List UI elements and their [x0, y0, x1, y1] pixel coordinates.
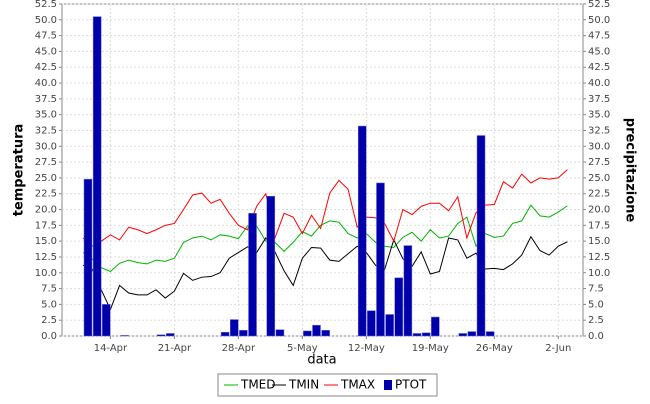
bar — [92, 16, 102, 337]
y-tick-label: 42.5 — [35, 62, 57, 73]
y-tick-label: 25.0 — [35, 173, 57, 184]
y2-tick-label: 27.5 — [588, 157, 610, 168]
y2-tick-label: 15.0 — [588, 236, 610, 247]
x-axis-label: data — [307, 353, 336, 368]
bar — [303, 330, 312, 337]
bar — [485, 331, 495, 337]
x-tick-label: 14-Apr — [94, 343, 128, 354]
y-tick-label: 17.5 — [35, 220, 57, 231]
y2-tick-label: 22.5 — [588, 189, 610, 200]
bar — [357, 125, 367, 337]
y-tick-label: 47.5 — [35, 31, 57, 42]
line-2 — [82, 169, 568, 247]
y2-axis-label: precipitazione — [623, 118, 638, 223]
x-tick-label: 2-Jun — [545, 343, 571, 354]
bar — [431, 316, 440, 337]
bar — [367, 310, 376, 337]
y-tick-label: 45.0 — [35, 46, 57, 57]
y-tick-label: 32.5 — [35, 125, 57, 136]
y-tick-label: 40.0 — [35, 78, 57, 89]
line-1 — [82, 235, 568, 311]
x-tick-label: 21-Apr — [158, 343, 192, 354]
y2-tick-label: 32.5 — [588, 125, 610, 136]
bar — [102, 304, 111, 337]
bar — [166, 333, 175, 337]
bar — [421, 332, 431, 337]
y2-tick-label: 12.5 — [588, 252, 610, 263]
bar — [229, 319, 239, 337]
bar — [275, 329, 285, 337]
y-tick-label: 7.5 — [41, 284, 57, 295]
bar — [412, 333, 422, 337]
y2-tick-label: 40.0 — [588, 78, 610, 89]
bar — [312, 324, 321, 337]
y-tick-label: 30.0 — [35, 141, 57, 152]
y-tick-label: 0.0 — [41, 331, 57, 342]
y2-tick-label: 47.5 — [588, 31, 610, 42]
x-tick-label: 12-May — [348, 343, 385, 354]
bar — [156, 334, 166, 337]
line-0 — [82, 204, 568, 273]
legend-label: PTOT — [395, 378, 427, 392]
bar — [120, 335, 129, 337]
y2-tick-label: 0.0 — [588, 331, 604, 342]
y2-tick-label: 42.5 — [588, 62, 610, 73]
bar — [385, 314, 394, 337]
legend-label: TMED — [240, 378, 276, 392]
bar — [376, 182, 385, 337]
y-tick-label: 2.5 — [41, 315, 57, 326]
bar — [394, 277, 404, 337]
y-tick-label: 15.0 — [35, 236, 57, 247]
bar — [220, 331, 230, 337]
bar — [403, 245, 413, 337]
bar — [458, 333, 467, 337]
bar — [239, 330, 248, 337]
y2-tick-label: 10.0 — [588, 268, 610, 279]
y2-tick-label: 25.0 — [588, 173, 610, 184]
y-tick-label: 12.5 — [35, 252, 57, 263]
bar — [248, 213, 257, 337]
legend-swatch — [384, 380, 392, 390]
bar — [476, 135, 486, 337]
y2-tick-label: 2.5 — [588, 315, 604, 326]
x-tick-label: 5-May — [287, 343, 318, 354]
y2-tick-label: 17.5 — [588, 220, 610, 231]
bar — [321, 330, 330, 337]
y-tick-label: 27.5 — [35, 157, 57, 168]
x-tick-label: 19-May — [412, 343, 449, 354]
legend-label: TMAX — [340, 378, 375, 392]
y-tick-label: 52.5 — [35, 0, 57, 10]
y2-tick-label: 45.0 — [588, 46, 610, 57]
x-tick-label: 26-May — [476, 343, 513, 354]
bar — [266, 195, 276, 337]
bar — [467, 331, 477, 337]
y-tick-label: 50.0 — [35, 15, 57, 26]
y-tick-label: 5.0 — [41, 299, 57, 310]
y-tick-label: 10.0 — [35, 268, 57, 279]
x-tick-label: 28-Apr — [222, 343, 256, 354]
y-tick-label: 22.5 — [35, 189, 57, 200]
plot-area — [61, 3, 584, 337]
y-tick-label: 20.0 — [35, 205, 57, 216]
y-tick-label: 35.0 — [35, 110, 57, 121]
legend-label: TMIN — [288, 378, 319, 392]
y2-tick-label: 7.5 — [588, 284, 604, 295]
bar — [83, 178, 93, 337]
y2-tick-label: 20.0 — [588, 205, 610, 216]
y2-tick-label: 52.5 — [588, 0, 610, 10]
y2-tick-label: 35.0 — [588, 110, 610, 121]
y-axis-label: temperatura — [12, 124, 27, 217]
y2-tick-label: 5.0 — [588, 299, 604, 310]
y2-tick-label: 37.5 — [588, 94, 610, 105]
y2-tick-label: 30.0 — [588, 141, 610, 152]
y-tick-label: 37.5 — [35, 94, 57, 105]
y2-tick-label: 50.0 — [588, 15, 610, 26]
